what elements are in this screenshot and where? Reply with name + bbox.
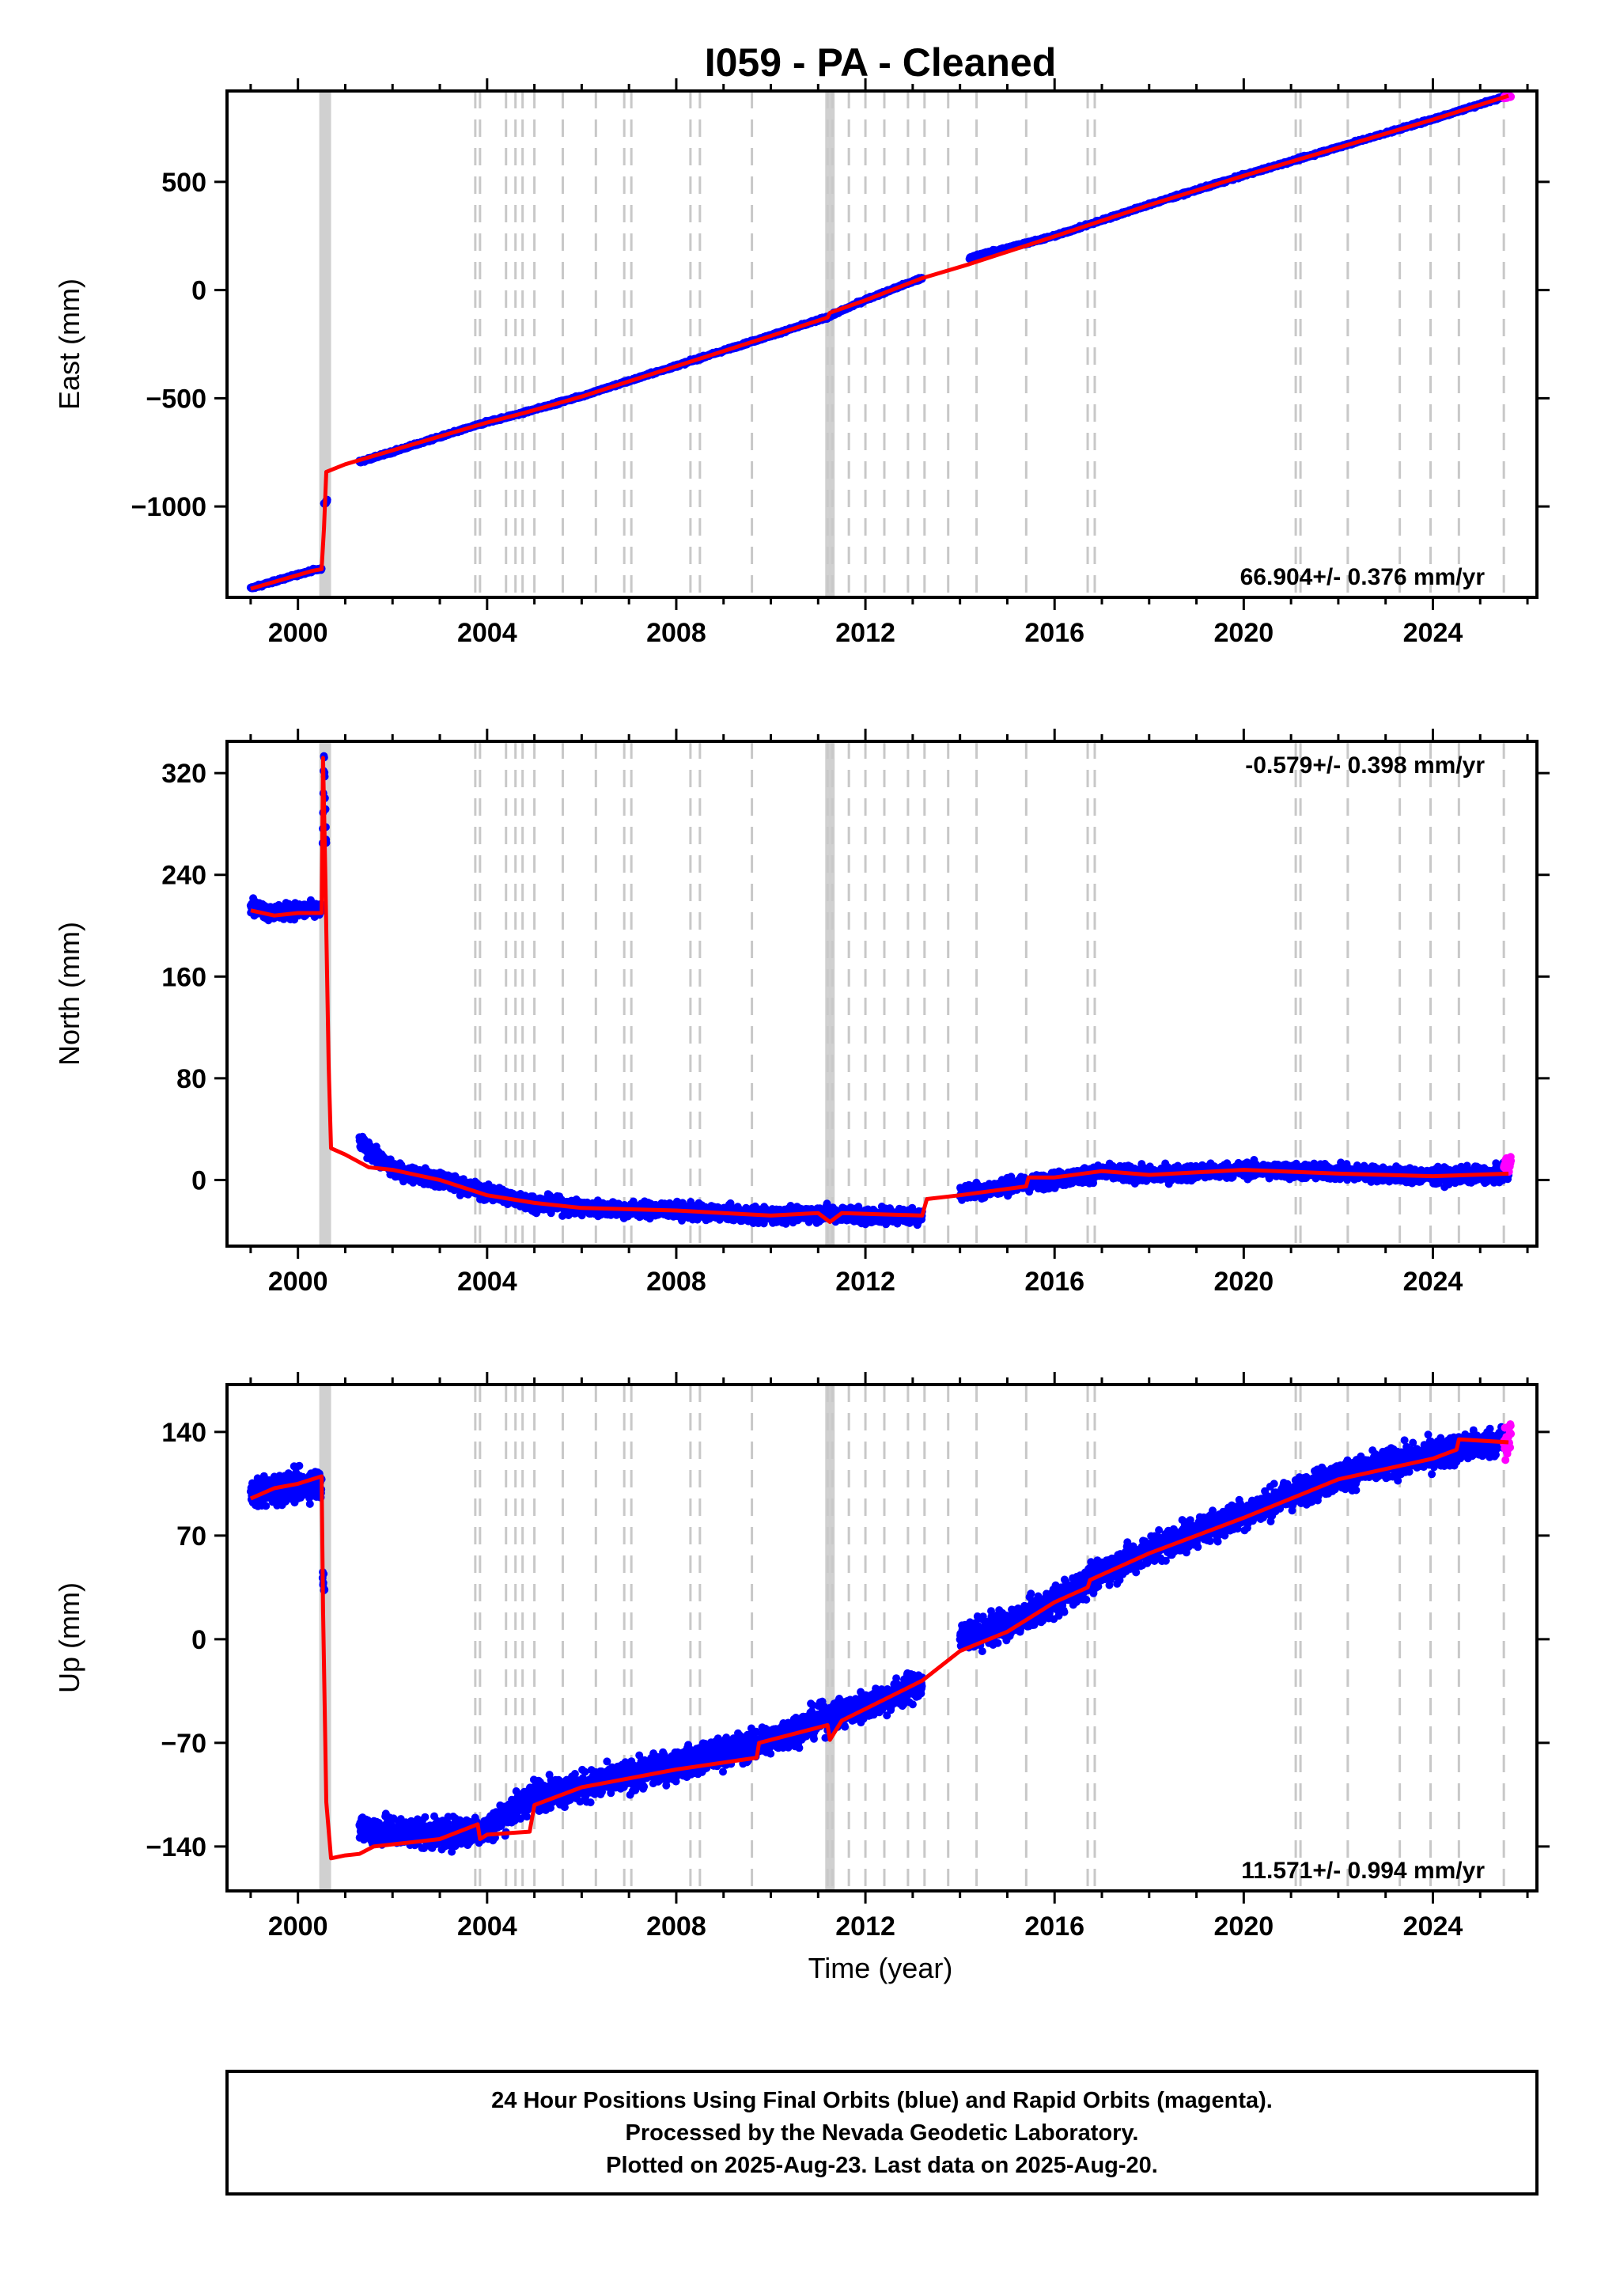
x-tick-label: 2020: [1214, 618, 1274, 648]
final-orbits-points: [246, 91, 1513, 593]
x-tick-label: 2012: [835, 618, 895, 648]
x-tick-label: 2024: [1403, 618, 1463, 648]
panel-frame: [225, 89, 1539, 599]
y-tick-label: 500: [161, 168, 206, 198]
plot-area: [246, 741, 1516, 1246]
x-tick-label: 2000: [268, 618, 328, 648]
plot-area: [246, 91, 1516, 597]
y-tick-label: −1000: [131, 492, 207, 522]
rate-label: 66.904+/- 0.376 mm/yr: [1240, 564, 1486, 590]
data-point: [1507, 93, 1516, 101]
x-tick-label: 2008: [646, 618, 706, 648]
event-band: [825, 91, 835, 597]
final-orbits-points: [246, 752, 1513, 1229]
x-tick-label: 2004: [457, 618, 517, 648]
y-axis-label: East (mm): [53, 278, 85, 410]
figure-title: I059 - PA - Cleaned: [705, 40, 1057, 85]
y-tick-label: 0: [191, 276, 206, 306]
east-panel: 2000 2004 2008 2012 2016 2020 2024 −1000 −500 0 50…: [53, 78, 1550, 648]
north-panel: 2000 2004 2008 2012 2016 2020 2024080160240320…: [53, 729, 1550, 1297]
model-fit-line: [250, 93, 1509, 591]
y-tick-label: −500: [146, 384, 206, 414]
x-tick-label: 2016: [1024, 618, 1084, 648]
event-band: [825, 741, 835, 1246]
